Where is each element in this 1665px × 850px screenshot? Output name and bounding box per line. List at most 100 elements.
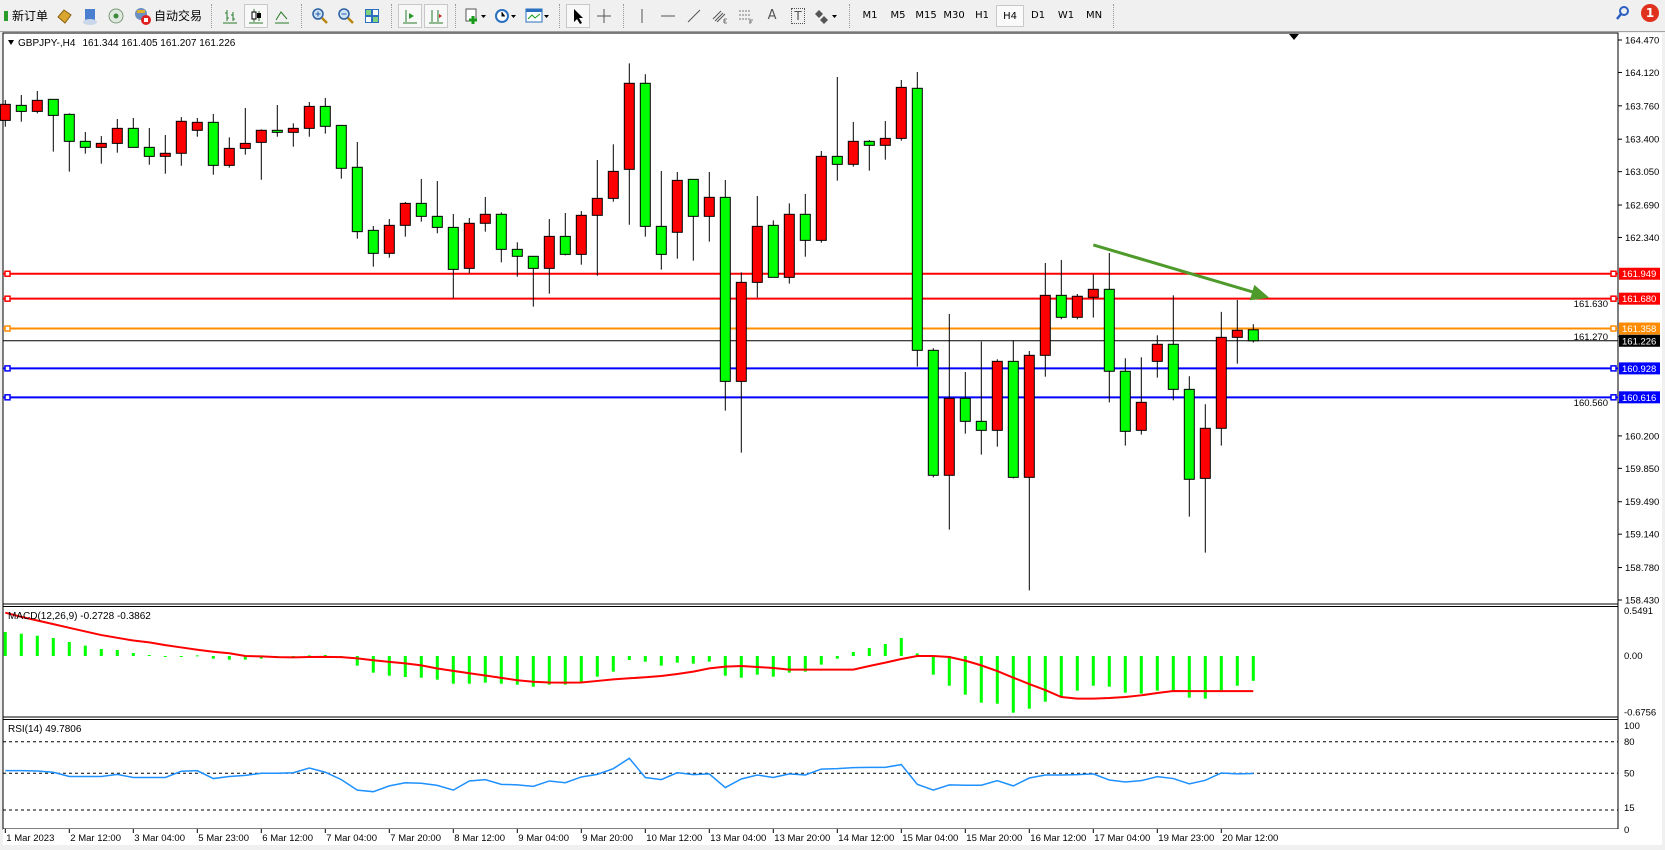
macd-histogram-bar [867,647,871,656]
candle [63,113,75,172]
candle-body-bear [1167,343,1179,390]
macd-histogram-bar [1027,656,1031,709]
candle [623,63,635,225]
toolbar-separator [391,3,393,28]
candle-body-bull [1151,343,1163,362]
text-label-button[interactable]: T [786,4,810,28]
chart-canvas[interactable] [2,32,1619,830]
arrows-button[interactable] [812,4,842,28]
timeframe-mn[interactable]: MN [1085,9,1103,21]
macd-histogram-bar [483,656,487,683]
vertical-line-button[interactable] [630,4,654,28]
level-price-tag [1619,322,1660,335]
zoom-out-button[interactable] [334,4,358,28]
toolbar-separator [559,3,561,28]
indicators-button[interactable] [462,4,490,28]
timeframe-w1[interactable]: W1 [1057,9,1075,21]
candle [751,196,763,298]
candle [671,172,683,259]
equidistant-channel-button[interactable] [708,4,732,28]
autotrading-button[interactable]: 自动交易 [130,4,204,28]
candle-body-bull [1039,294,1051,356]
time-tick-label: 9 Mar 04:00 [518,833,569,844]
candle [767,220,779,278]
candle-body-bull [463,222,475,269]
macd-histogram-bar [803,656,807,672]
cursor-button[interactable] [566,3,591,28]
candle [607,144,619,202]
timeframe-d1[interactable]: D1 [1031,9,1046,21]
new-order-button[interactable]: 新订单 [0,4,50,28]
macd-histogram-bar [1251,656,1255,681]
text-button[interactable]: A [760,4,784,28]
candle-body-bear [1007,360,1019,478]
fibonacci-button[interactable] [734,4,758,28]
candle [591,159,603,276]
macd-histogram-bar [147,654,151,656]
timeframe-m15[interactable]: M15 [915,9,937,21]
timeframe-h1[interactable]: H1 [975,9,989,21]
candle-body-bull [735,281,747,382]
time-tick-label: 6 Mar 12:00 [262,833,313,844]
signals-button[interactable] [104,4,128,28]
search-icon[interactable] [1615,5,1631,21]
horizontal-line-button[interactable] [656,4,680,28]
time-axis[interactable] [3,829,1662,845]
text-label-icon: T [791,7,805,24]
timeframe-m5[interactable]: M5 [890,9,906,21]
rsi-tick-label: 0 [1624,825,1629,836]
macd-histogram-bar [371,656,375,673]
candle [575,211,587,265]
candle-body-bull [991,360,1003,431]
toolbar-separator [849,3,851,28]
history-button[interactable] [52,4,76,28]
candle [703,172,715,242]
macd-histogram-bar [1235,656,1239,686]
candle [799,194,811,257]
zoom-in-button[interactable] [308,4,332,28]
price-axis[interactable] [1618,33,1662,829]
candle [1167,295,1179,401]
time-tick-label: 1 Mar 2023 [6,833,54,844]
macd-histogram-bar [227,656,231,660]
macd-histogram-bar [883,643,887,656]
navigator-button[interactable] [78,4,102,28]
periods-button[interactable] [492,4,520,28]
macd-histogram-bar [323,654,327,656]
candle [783,203,795,284]
trendline-button[interactable] [682,4,706,28]
time-tick-label: 10 Mar 12:00 [646,833,702,844]
templates-button[interactable] [522,4,552,28]
candle [479,196,491,232]
timeframe-m1[interactable]: M1 [862,9,878,21]
time-tick-label: 7 Mar 20:00 [390,833,441,844]
candle-body-bear [63,113,75,142]
notification-badge[interactable]: 1 [1641,4,1659,22]
bar-chart-button[interactable] [218,4,242,28]
auto-scroll-button[interactable] [398,3,423,28]
level-handle-left [4,365,11,372]
macd-histogram-bar [995,656,999,704]
tile-windows-button[interactable] [360,4,384,28]
time-tick-label: 13 Mar 04:00 [710,833,766,844]
chart-shift-button[interactable] [424,3,449,28]
timeframe-h4[interactable]: H4 [996,4,1025,27]
candle [943,313,955,530]
candle [95,136,107,164]
candle [1055,259,1067,320]
line-chart-button[interactable] [270,4,294,28]
level-price-label: 161.226 [1622,336,1656,347]
candle-body-bear [1103,288,1115,372]
macd-histogram-bar [243,656,247,660]
macd-histogram-bar [707,656,711,662]
chart-shift-marker-icon[interactable] [1289,34,1299,40]
candle-body-bull [1215,336,1227,429]
macd-histogram-bar [115,649,119,656]
timeframe-m30[interactable]: M30 [943,9,965,21]
macd-histogram-bar [1171,656,1175,691]
auto-scroll-icon [403,9,418,23]
crosshair-button[interactable] [592,4,616,28]
collapse-triangle-icon[interactable] [8,40,14,45]
candlestick-button[interactable] [244,3,269,28]
